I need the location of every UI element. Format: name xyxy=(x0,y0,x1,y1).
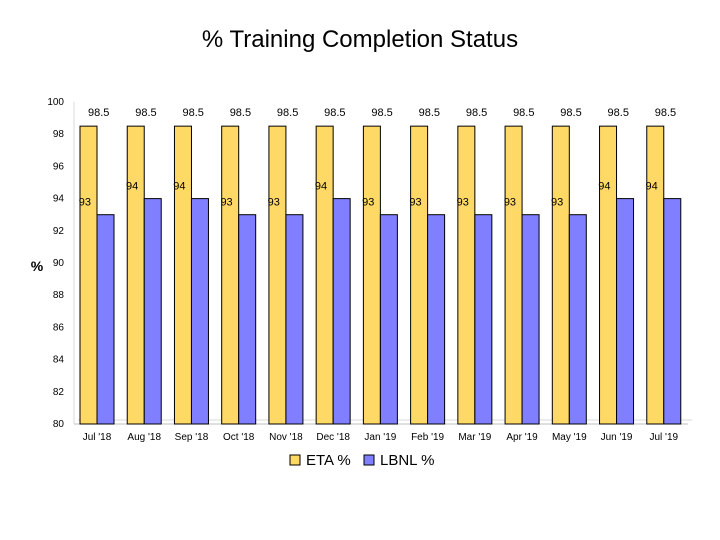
y-tick-label: 96 xyxy=(53,161,65,172)
bar-eta xyxy=(551,125,570,425)
bar-lbnl xyxy=(238,214,257,425)
bar-eta xyxy=(599,125,618,425)
data-label-eta: 98.5 xyxy=(608,107,629,119)
data-label-lbnl: 94 xyxy=(315,181,327,193)
data-label-eta: 98.5 xyxy=(88,107,109,119)
x-tick-label: Mar '19 xyxy=(458,432,491,443)
data-label-lbnl: 94 xyxy=(173,181,185,193)
bar-lbnl xyxy=(285,214,304,425)
bar-lbnl xyxy=(190,198,209,425)
bar-eta xyxy=(126,125,145,425)
y-tick-label: 90 xyxy=(53,258,65,269)
bar-lbnl xyxy=(616,198,635,425)
bar-lbnl xyxy=(143,198,162,425)
data-label-lbnl: 93 xyxy=(409,197,421,209)
bar-lbnl xyxy=(96,214,115,425)
bar-eta xyxy=(410,125,429,425)
data-label-lbnl: 93 xyxy=(362,197,374,209)
bar-eta xyxy=(504,125,523,425)
bar-eta xyxy=(268,125,287,425)
bar-lbnl xyxy=(427,214,446,425)
x-tick-label: Dec '18 xyxy=(316,432,350,443)
data-label-eta: 98.5 xyxy=(135,107,156,119)
bar-lbnl xyxy=(332,198,351,425)
bar-eta xyxy=(173,125,192,425)
y-tick-label: 92 xyxy=(53,226,65,237)
data-label-lbnl: 93 xyxy=(220,197,232,209)
y-axis-title: % xyxy=(31,258,44,274)
y-tick-label: 100 xyxy=(47,97,64,108)
data-label-lbnl: 93 xyxy=(504,197,516,209)
x-tick-label: Jan '19 xyxy=(364,432,396,443)
y-tick-label: 98 xyxy=(53,129,65,140)
data-label-lbnl: 94 xyxy=(126,181,138,193)
x-tick-label: Jul '19 xyxy=(649,432,678,443)
legend-swatch-eta xyxy=(289,454,301,466)
data-label-lbnl: 93 xyxy=(268,197,280,209)
data-label-lbnl: 93 xyxy=(551,197,563,209)
y-tick-label: 88 xyxy=(53,290,65,301)
legend-label-eta: ETA % xyxy=(306,452,351,469)
bar-eta xyxy=(457,125,476,425)
data-label-eta: 98.5 xyxy=(560,107,581,119)
data-label-eta: 98.5 xyxy=(419,107,440,119)
bar-lbnl xyxy=(379,214,398,425)
y-tick-label: 94 xyxy=(53,194,65,205)
x-tick-label: Jul '18 xyxy=(83,432,112,443)
bar-lbnl xyxy=(474,214,493,425)
data-label-eta: 98.5 xyxy=(182,107,203,119)
x-tick-label: Sep '18 xyxy=(175,432,209,443)
x-tick-label: Nov '18 xyxy=(269,432,303,443)
bar-eta xyxy=(221,125,240,425)
data-label-eta: 98.5 xyxy=(371,107,392,119)
x-tick-label: Feb '19 xyxy=(411,432,444,443)
data-label-eta: 98.5 xyxy=(324,107,345,119)
x-tick-label: Oct '18 xyxy=(223,432,255,443)
data-label-eta: 98.5 xyxy=(513,107,534,119)
x-tick-label: Jun '19 xyxy=(601,432,633,443)
bar-lbnl xyxy=(568,214,587,425)
y-tick-label: 84 xyxy=(53,355,65,366)
y-tick-label: 86 xyxy=(53,322,65,333)
data-label-eta: 98.5 xyxy=(655,107,676,119)
x-tick-label: Apr '19 xyxy=(506,432,538,443)
data-label-lbnl: 94 xyxy=(598,181,610,193)
x-tick-label: May '19 xyxy=(552,432,587,443)
bar-eta xyxy=(362,125,381,425)
data-label-eta: 98.5 xyxy=(230,107,251,119)
bar-eta xyxy=(315,125,334,425)
x-tick-label: Aug '18 xyxy=(127,432,161,443)
data-label-eta: 98.5 xyxy=(277,107,298,119)
bar-lbnl xyxy=(521,214,540,425)
data-label-lbnl: 93 xyxy=(457,197,469,209)
legend-swatch-lbnl xyxy=(363,454,375,466)
y-tick-label: 80 xyxy=(53,419,65,430)
data-label-eta: 98.5 xyxy=(466,107,487,119)
bar-eta xyxy=(646,125,665,425)
legend-label-lbnl: LBNL % xyxy=(380,452,434,469)
bar-lbnl xyxy=(663,198,682,425)
bar-eta xyxy=(79,125,98,425)
data-label-lbnl: 94 xyxy=(646,181,658,193)
y-tick-label: 82 xyxy=(53,387,65,398)
chart-title: % Training Completion Status xyxy=(201,26,519,53)
data-label-lbnl: 93 xyxy=(79,197,91,209)
